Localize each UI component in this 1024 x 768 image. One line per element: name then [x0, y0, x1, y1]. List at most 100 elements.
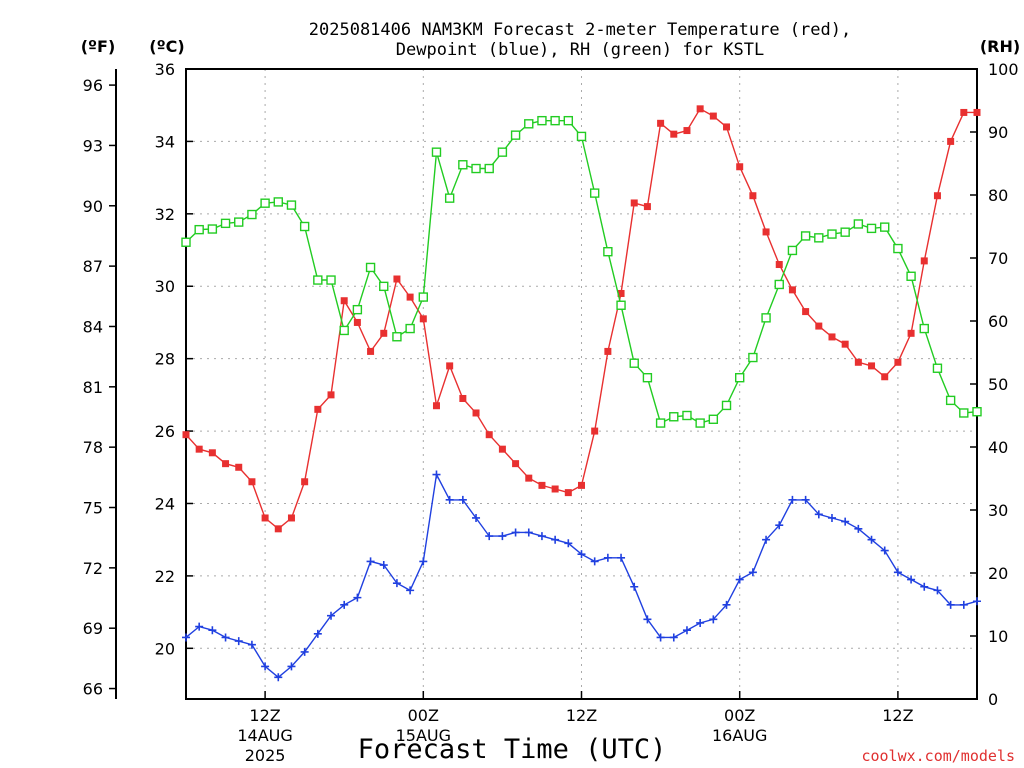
rh-point: [853, 219, 864, 229]
rh-tick-label: 30: [988, 501, 1008, 520]
temperature-point: [657, 119, 665, 127]
dewpoint-point: [933, 586, 942, 595]
temperature-point: [868, 362, 876, 370]
rh-point: [616, 300, 626, 310]
temperature-point: [525, 474, 533, 482]
fahrenheit-tick-label: 66: [83, 680, 103, 699]
rh-point: [207, 224, 218, 234]
rh-point: [814, 233, 824, 243]
dewpoint-point: [630, 582, 639, 591]
rh-point: [919, 323, 929, 334]
dewpoint-point: [472, 513, 481, 522]
rh-point: [273, 197, 283, 207]
celsius-tick-label: 22: [155, 567, 175, 586]
rh-point: [761, 313, 771, 323]
dewpoint-point: [564, 539, 573, 548]
temperature-point: [960, 108, 968, 116]
rh-point: [735, 373, 745, 383]
x-tick-date-label: 15AUG: [396, 726, 451, 745]
fahrenheit-tick-label: 69: [83, 619, 103, 638]
dewpoint-point: [537, 532, 546, 541]
rh-tick-label: 50: [988, 375, 1008, 394]
dewpoint-point: [182, 633, 190, 642]
dewpoint-point: [696, 618, 705, 627]
rh-point: [840, 227, 850, 237]
temperature-point: [287, 514, 295, 522]
rh-point: [827, 229, 837, 239]
dewpoint-point: [669, 633, 678, 642]
rh-point: [510, 130, 521, 140]
rh-point: [444, 193, 455, 203]
x-tick-label: 00Z: [408, 706, 439, 725]
x-tick-label: 12Z: [882, 706, 913, 725]
rh-point: [655, 418, 666, 428]
temperature-point: [630, 199, 638, 207]
rh-point: [589, 188, 600, 198]
rh-point: [431, 147, 442, 157]
dewpoint-point: [920, 582, 929, 591]
gridlines: [186, 69, 977, 699]
rh-point: [339, 325, 349, 336]
dewpoint-point: [762, 535, 771, 544]
x-tick-label: 12Z: [249, 706, 280, 725]
dewpoint-point: [682, 626, 691, 635]
dewpoint-point: [406, 586, 415, 595]
fahrenheit-tick-label: 96: [83, 76, 103, 95]
temperature-point: [670, 130, 678, 138]
temperature-point: [920, 257, 928, 265]
rh-tick-label: 40: [988, 438, 1008, 457]
rh-point: [959, 408, 969, 418]
celsius-tick-label: 26: [155, 422, 175, 441]
rh-point: [365, 262, 376, 273]
temperature-point: [749, 192, 757, 200]
dewpoint-point: [353, 593, 362, 602]
rh-point: [603, 246, 613, 257]
axes: [109, 68, 978, 700]
rh-point: [748, 352, 758, 363]
dewpoint-point: [590, 557, 599, 566]
rh-tick-label: 0: [988, 690, 998, 709]
rh-point: [550, 115, 560, 126]
temperature-point: [551, 485, 559, 493]
rh-point: [326, 275, 336, 285]
credit-label: coolwx.com/models: [861, 747, 1015, 765]
chart-title-line2: Dewpoint (blue), RH (green) for KSTL: [396, 40, 764, 60]
rh-point: [906, 271, 916, 281]
x-tick-date-label: 16AUG: [712, 726, 767, 745]
dewpoint-point: [907, 575, 916, 584]
dewpoint-point: [827, 513, 836, 522]
dewpoint-point: [617, 553, 626, 562]
dewpoint-point: [261, 662, 270, 671]
celsius-tick-label: 30: [155, 277, 175, 296]
temperature-point: [195, 445, 203, 453]
temperature-point: [854, 358, 862, 366]
temperature-point: [683, 127, 691, 135]
rh-point: [537, 115, 547, 126]
dewpoint-point: [313, 629, 322, 638]
dewpoint-point: [234, 637, 243, 646]
temperature-point: [723, 123, 731, 131]
x-tick-date-label: 14AUG: [237, 726, 292, 745]
dewpoint-point: [208, 626, 217, 635]
dewpoint-point: [775, 521, 784, 530]
fahrenheit-tick-label: 81: [83, 378, 103, 397]
temperature-point: [222, 460, 230, 468]
celsius-tick-label: 34: [155, 132, 175, 151]
x-tick-label: 00Z: [724, 706, 755, 725]
dewpoint-point: [195, 622, 204, 631]
temperature-point: [841, 340, 849, 348]
dewpoint-point: [498, 532, 507, 541]
temperature-point: [512, 460, 520, 468]
dewpoint-point: [946, 600, 955, 609]
rh-point: [576, 131, 587, 142]
dewpoint-point: [867, 535, 876, 544]
temperature-point: [419, 315, 427, 323]
dewpoint-point: [511, 528, 520, 537]
temperature-point: [327, 391, 335, 399]
celsius-tick-label: 24: [155, 494, 175, 513]
rh-tick-label: 100: [988, 60, 1019, 79]
dewpoint-point: [300, 647, 309, 656]
rh-point: [313, 275, 323, 285]
rh-tick-label: 80: [988, 186, 1008, 205]
temperature-point: [485, 431, 493, 439]
